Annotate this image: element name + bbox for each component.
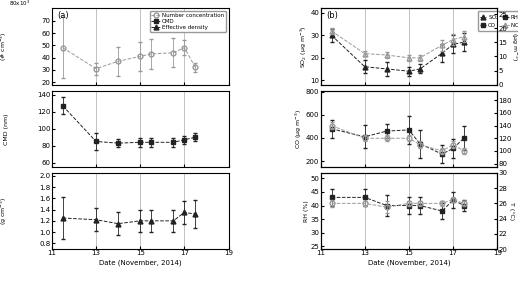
Text: (b): (b) — [326, 11, 338, 20]
Legend: Number concentration, CMD, Effective density: Number concentration, CMD, Effective den… — [150, 11, 226, 32]
Y-axis label: SO$_2$ (µg m$^{-3}$): SO$_2$ (µg m$^{-3}$) — [298, 25, 309, 68]
Y-axis label: NO$_x$
(µg m$^{-3}$): NO$_x$ (µg m$^{-3}$) — [509, 32, 518, 61]
Legend: SO$_2$, CO, RH, NO$_x$, O$_3$, T: SO$_2$, CO, RH, NO$_x$, O$_3$, T — [478, 11, 518, 31]
Y-axis label: RH (%): RH (%) — [304, 200, 309, 222]
Y-axis label: CMD (nm): CMD (nm) — [4, 113, 9, 145]
Y-axis label: T (°C): T (°C) — [509, 202, 514, 220]
Y-axis label: CO (µg m$^{-3}$): CO (µg m$^{-3}$) — [294, 109, 304, 149]
X-axis label: Date (November, 2014): Date (November, 2014) — [99, 259, 181, 266]
Text: 80x10$^3$: 80x10$^3$ — [9, 0, 31, 8]
Y-axis label: No. Concentration
(# cm$^{-3}$): No. Concentration (# cm$^{-3}$) — [0, 18, 9, 75]
Y-axis label: O$_3$
(µg m$^{-3}$): O$_3$ (µg m$^{-3}$) — [513, 114, 518, 143]
Y-axis label: Effective Density
(g cm$^{-3}$): Effective Density (g cm$^{-3}$) — [0, 184, 9, 238]
X-axis label: Date (November, 2014): Date (November, 2014) — [368, 259, 450, 266]
Text: (a): (a) — [57, 11, 69, 20]
